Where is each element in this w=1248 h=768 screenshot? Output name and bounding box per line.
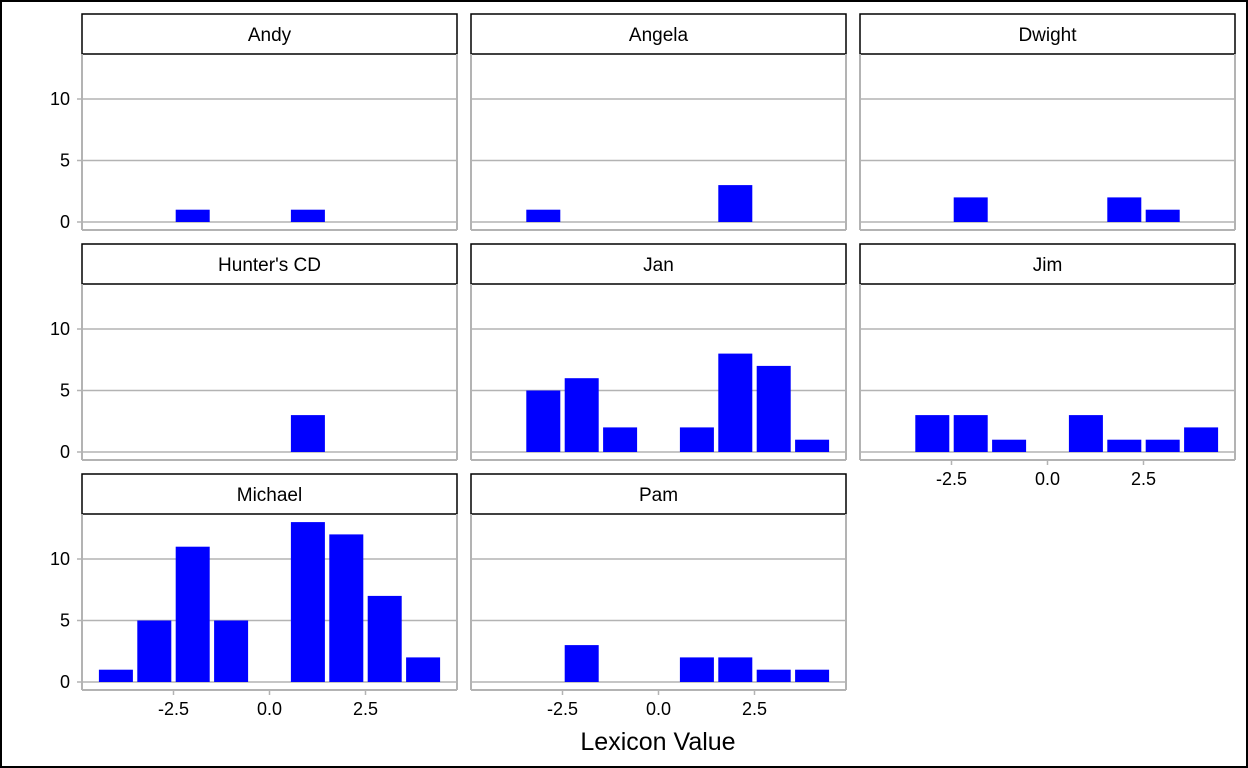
- panel-strip: [81, 243, 458, 285]
- bar: [1145, 209, 1180, 222]
- panel-michael: Michael 0 5 10 -2.5 0.0 2.5: [50, 473, 458, 719]
- panel-title: Angela: [629, 25, 689, 46]
- panel-pam: Pam -2.5 0.0 2.5: [470, 473, 847, 719]
- bar: [98, 669, 133, 682]
- bar: [718, 185, 753, 222]
- x-tick-label: 0.0: [646, 699, 671, 719]
- y-tick-label: 0: [60, 212, 70, 232]
- x-tick-label: 0.0: [257, 699, 282, 719]
- x-tick-label: -2.5: [547, 699, 578, 719]
- bar: [756, 365, 791, 452]
- bar: [992, 439, 1027, 452]
- bar: [329, 534, 364, 682]
- bar: [290, 209, 325, 222]
- bar: [175, 546, 210, 682]
- x-tick-label: -2.5: [936, 469, 967, 489]
- panel-hunter-s-cd: Hunter's CD 0 5 10: [50, 243, 458, 462]
- bar: [564, 645, 599, 682]
- bar: [718, 353, 753, 452]
- bar: [214, 620, 249, 682]
- bar: [137, 620, 172, 682]
- bar: [1068, 415, 1103, 452]
- panel-strip: [859, 13, 1236, 55]
- bar: [915, 415, 950, 452]
- panel-strip: [81, 13, 458, 55]
- panel-title: Hunter's CD: [218, 255, 321, 276]
- bar: [795, 669, 830, 682]
- panel-title: Dwight: [1018, 25, 1077, 46]
- bar: [1184, 427, 1219, 452]
- panel-title: Pam: [639, 485, 678, 506]
- panel-strip: [470, 243, 847, 285]
- panel-title: Andy: [248, 25, 292, 46]
- panel-jim: Jim -2.5 0.0 2.5: [859, 243, 1236, 489]
- panel-title: Jim: [1033, 255, 1063, 276]
- panel-jan: Jan: [470, 243, 847, 461]
- y-tick-label: 10: [50, 319, 70, 339]
- bar: [795, 439, 830, 452]
- panel-angela: Angela: [470, 13, 847, 231]
- panel-strip: [859, 243, 1236, 285]
- x-axis-title: Lexicon Value: [580, 728, 735, 756]
- bar: [564, 378, 599, 452]
- panel-andy: Andy 0 5 10: [50, 13, 458, 232]
- bar: [290, 522, 325, 682]
- bar: [175, 209, 210, 222]
- bar: [679, 427, 714, 452]
- bar: [367, 595, 402, 682]
- bar: [526, 390, 561, 452]
- panel-strip: [81, 473, 458, 515]
- bar: [718, 657, 753, 682]
- bar: [603, 427, 638, 452]
- bar: [406, 657, 441, 682]
- bar: [679, 657, 714, 682]
- panel-title: Jan: [643, 255, 674, 276]
- panel-strip: [470, 473, 847, 515]
- bar: [953, 415, 988, 452]
- x-tick-label: -2.5: [158, 699, 189, 719]
- panel-title: Michael: [237, 485, 302, 506]
- bar: [756, 669, 791, 682]
- x-tick-label: 0.0: [1035, 469, 1060, 489]
- bar: [1107, 197, 1142, 222]
- y-tick-label: 5: [60, 381, 70, 401]
- x-tick-label: 2.5: [353, 699, 378, 719]
- panel-dwight: Dwight: [859, 13, 1236, 231]
- y-tick-label: 10: [50, 89, 70, 109]
- x-tick-label: 2.5: [1131, 469, 1156, 489]
- bar: [953, 197, 988, 222]
- x-tick-label: 2.5: [742, 699, 767, 719]
- bar: [290, 415, 325, 452]
- y-tick-label: 10: [50, 549, 70, 569]
- bar: [526, 209, 561, 222]
- bar: [1107, 439, 1142, 452]
- panel-strip: [470, 13, 847, 55]
- y-tick-label: 5: [60, 611, 70, 631]
- y-tick-label: 5: [60, 151, 70, 171]
- y-tick-label: 0: [60, 442, 70, 462]
- bar: [1145, 439, 1180, 452]
- y-tick-label: 0: [60, 672, 70, 692]
